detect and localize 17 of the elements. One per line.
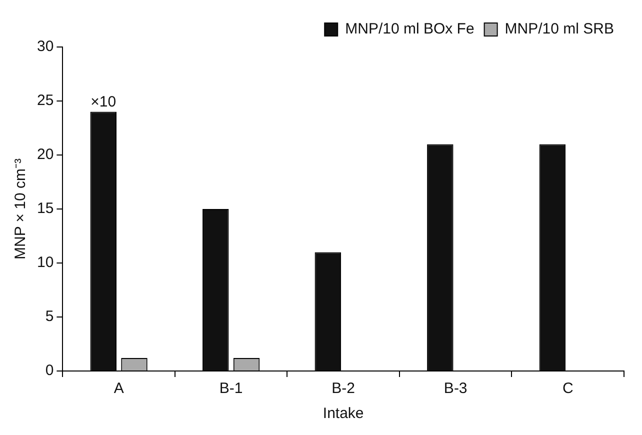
x-tick-label: A bbox=[114, 380, 124, 398]
y-tick-label: 20 bbox=[36, 146, 54, 164]
y-tick-label: 5 bbox=[45, 308, 54, 326]
x-tick-label: C bbox=[562, 380, 574, 398]
y-tick-label: 15 bbox=[36, 200, 54, 218]
y-axis-title: MNP × 10 cm⁻³ bbox=[12, 158, 30, 260]
y-tick-label: 10 bbox=[36, 254, 54, 272]
annotation: ×10 bbox=[90, 93, 116, 110]
y-tick-label: 25 bbox=[36, 92, 54, 110]
y-tick-label: 30 bbox=[36, 38, 54, 56]
x-tick-label: B-1 bbox=[219, 380, 243, 398]
y-tick-label: 0 bbox=[45, 362, 54, 380]
legend-label: MNP/10 ml SRB bbox=[504, 20, 614, 38]
x-axis-title: Intake bbox=[322, 405, 364, 422]
x-tick-label: B-2 bbox=[332, 380, 356, 398]
legend-label: MNP/10 ml BOx Fe bbox=[345, 20, 474, 38]
x-tick-label: B-3 bbox=[444, 380, 468, 398]
